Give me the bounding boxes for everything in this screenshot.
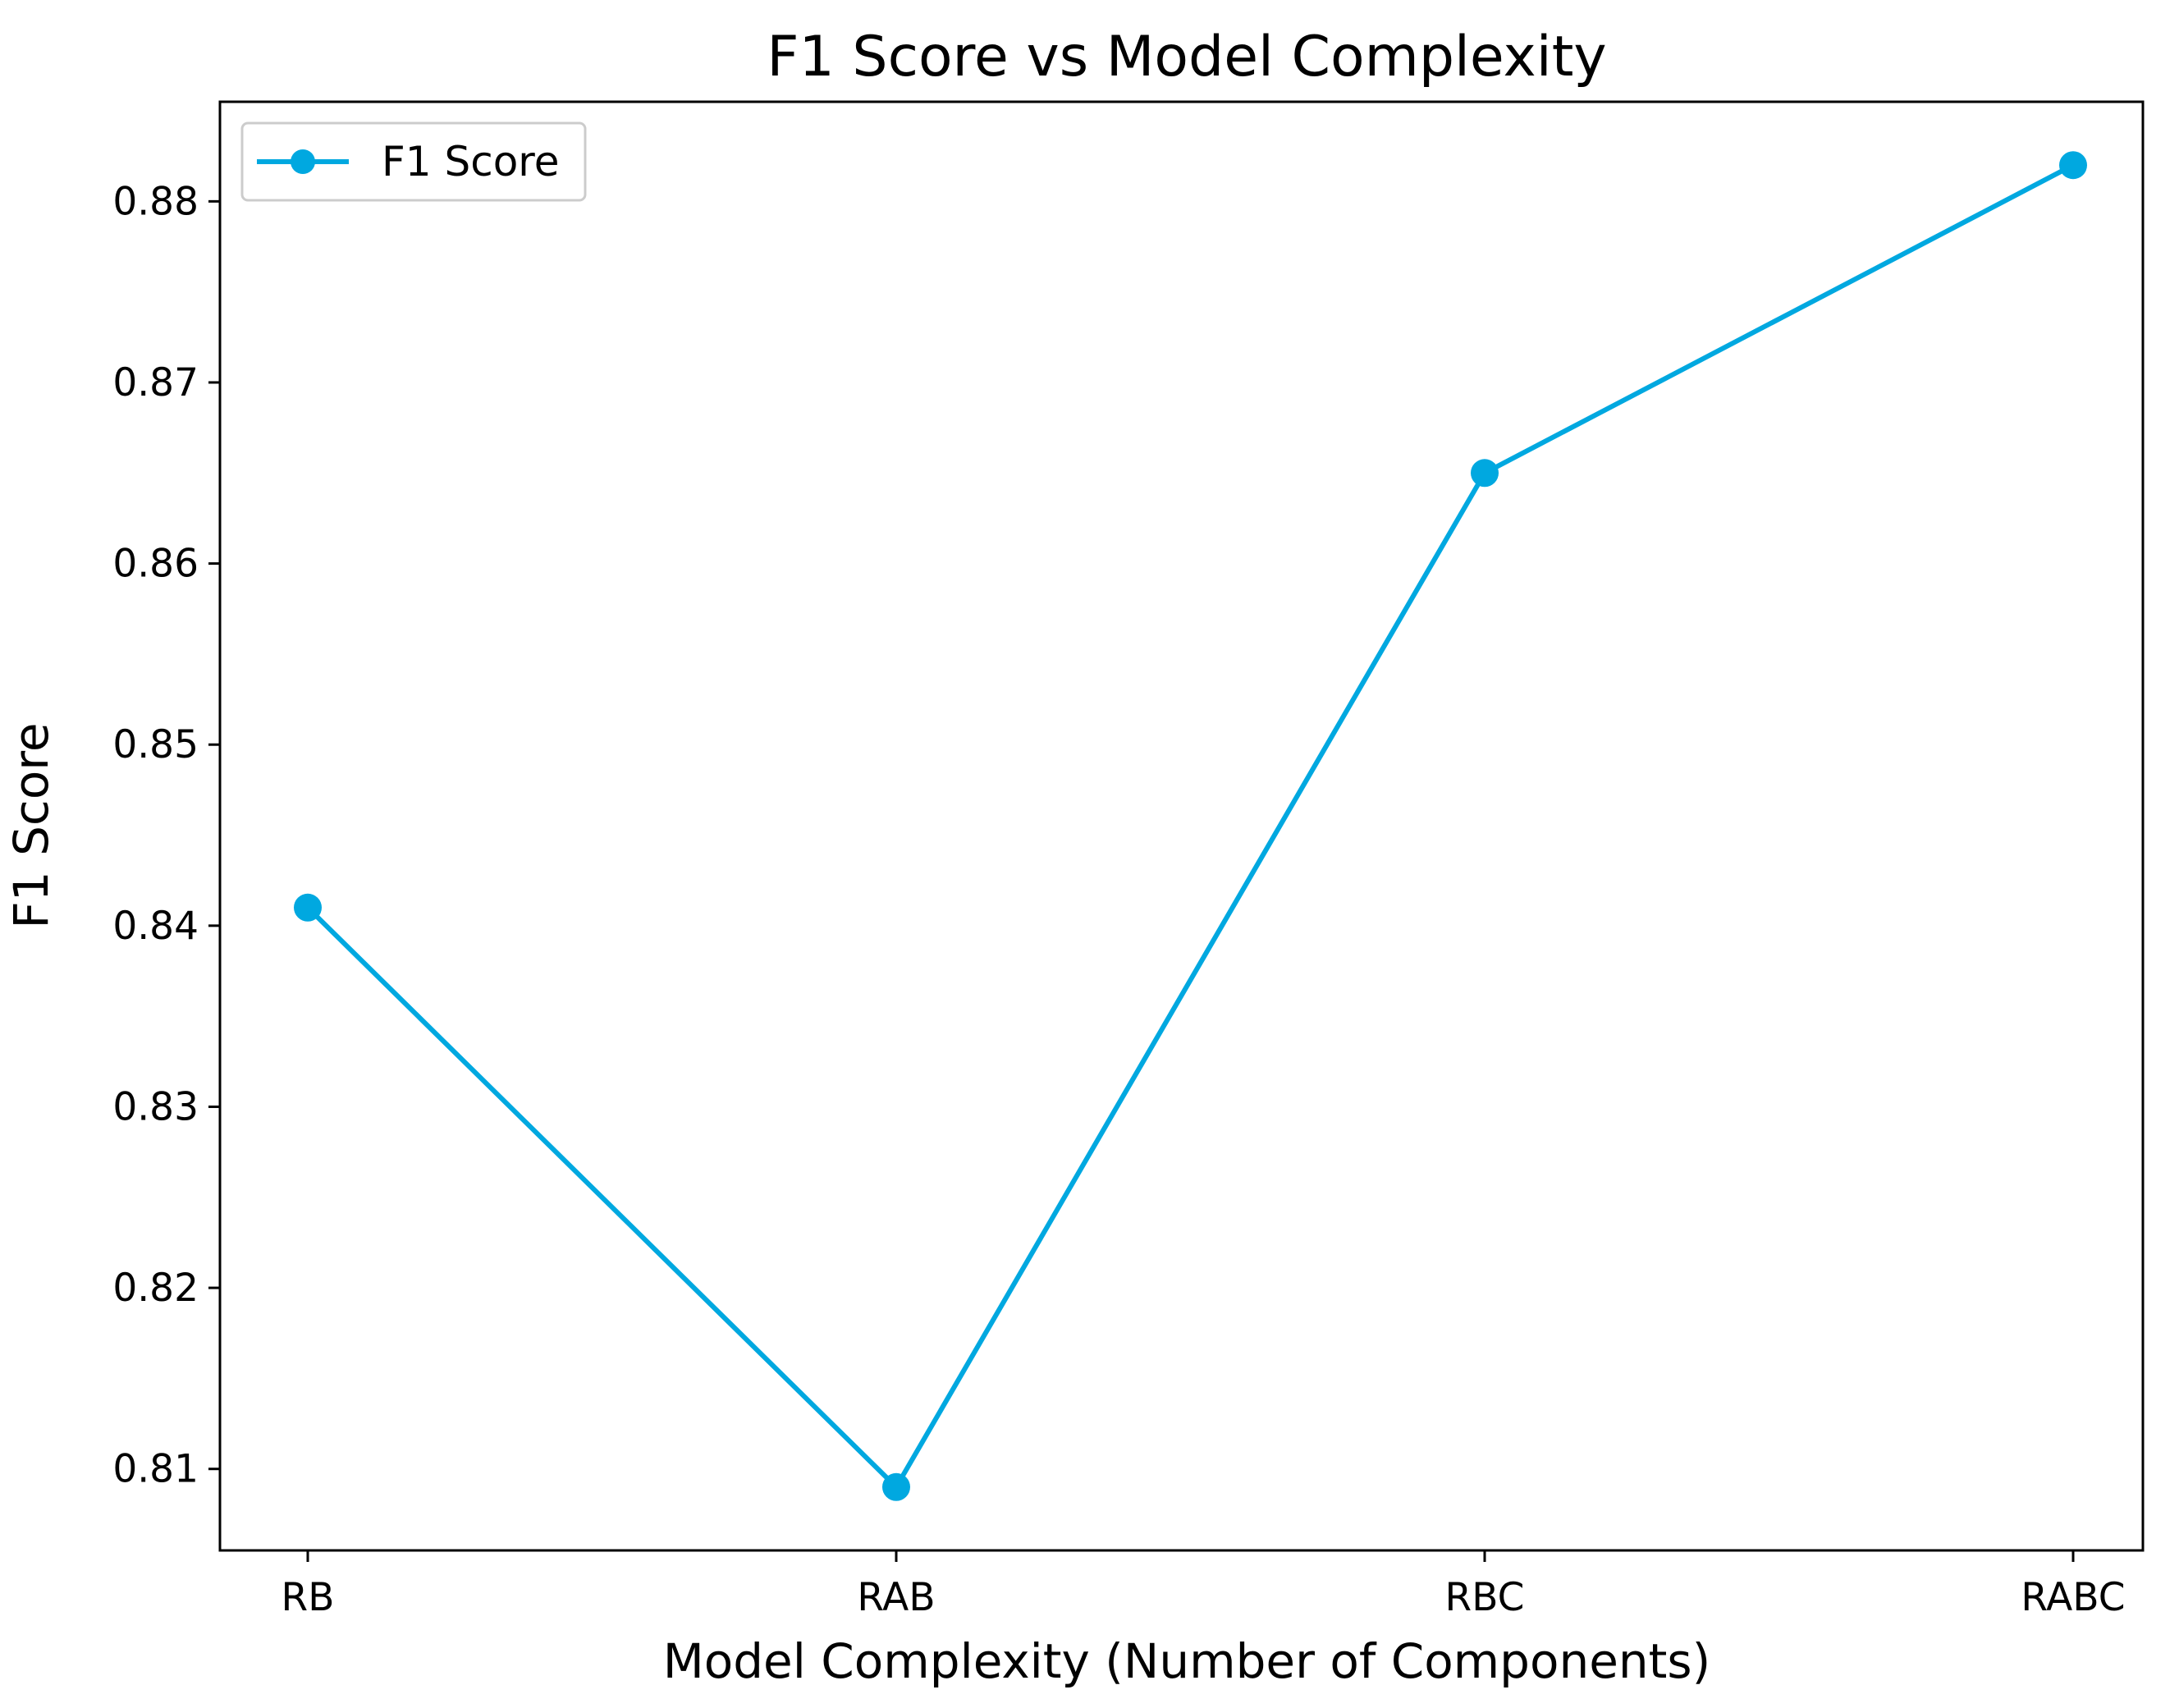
legend-label: F1 Score: [382, 138, 560, 185]
chart-title: F1 Score vs Model Complexity: [767, 25, 1606, 89]
x-axis-label: Model Complexity (Number of Components): [663, 1633, 1711, 1689]
y-tick-label: 0.88: [112, 179, 199, 224]
y-tick-label: 0.86: [112, 542, 199, 587]
y-axis: 0.81 0.82 0.83 0.84 0.85 0.86 0.87 0.88: [112, 179, 220, 1492]
x-tick-label: RAB: [857, 1575, 935, 1620]
legend: F1 Score: [240, 121, 587, 202]
legend-box: [240, 121, 587, 202]
plot-area: [218, 100, 2145, 1552]
series-line: [305, 163, 2075, 1490]
x-axis: RB RAB RBC RABC: [282, 1550, 2126, 1620]
y-tick-label: 0.82: [112, 1266, 199, 1311]
y-axis-label: F1 Score: [3, 722, 59, 928]
legend-marker-sample: [291, 149, 315, 174]
y-tick-label: 0.83: [112, 1084, 199, 1129]
x-tick-label: RB: [282, 1575, 335, 1620]
x-tick-label: RABC: [2021, 1575, 2125, 1620]
y-tick-label: 0.87: [112, 360, 199, 405]
data-point: [2059, 151, 2087, 180]
y-tick-label: 0.84: [112, 904, 199, 949]
y-tick-label: 0.81: [112, 1447, 199, 1492]
series-layer: [294, 151, 2087, 1501]
y-tick-label: 0.85: [112, 722, 199, 767]
x-tick-label: RBC: [1445, 1575, 1525, 1620]
data-point: [294, 893, 322, 922]
data-point: [882, 1472, 910, 1501]
data-point: [1471, 459, 1499, 488]
